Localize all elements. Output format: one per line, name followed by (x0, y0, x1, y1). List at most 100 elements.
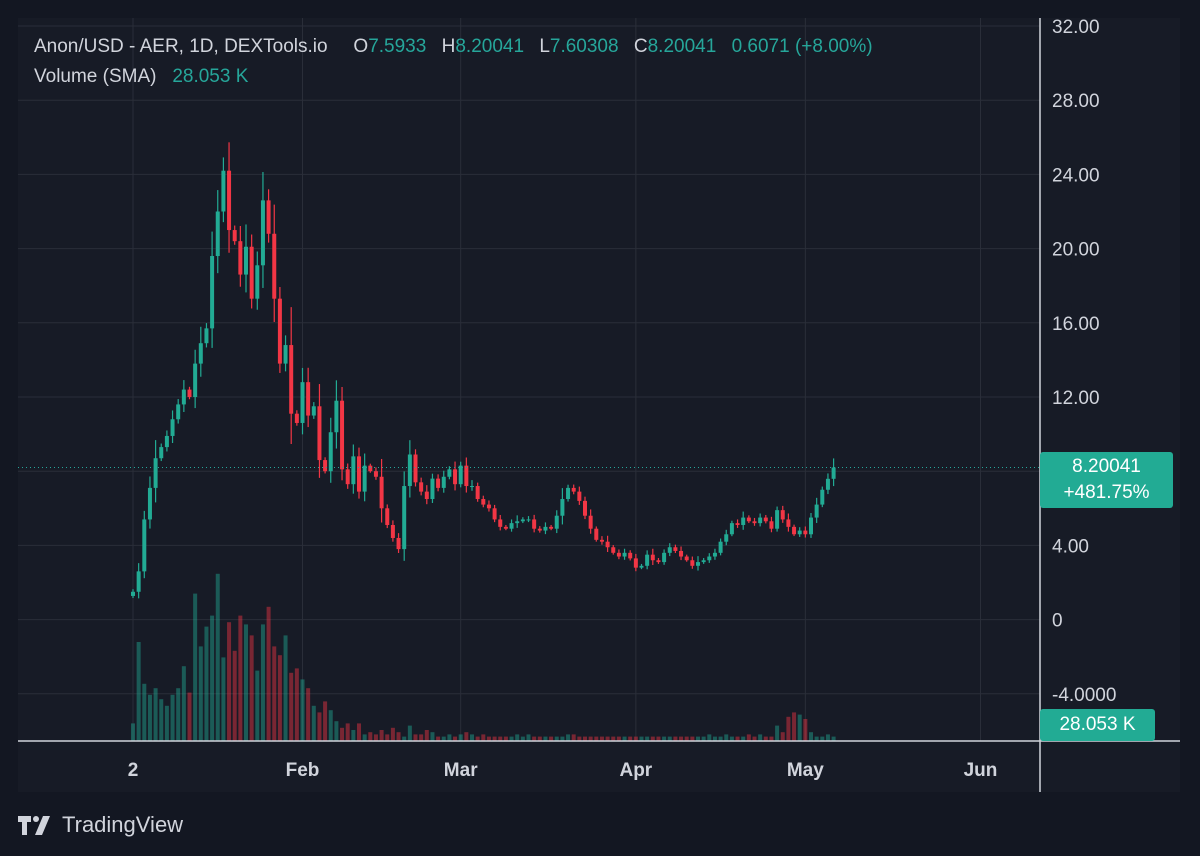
candle-body (583, 500, 587, 516)
candle-body (340, 400, 345, 470)
volume-bar (238, 615, 243, 741)
candle-body (181, 389, 186, 405)
candle-body (198, 343, 203, 364)
candle-body (724, 534, 729, 542)
candle (515, 515, 520, 528)
candle (345, 463, 350, 489)
candle (503, 524, 508, 531)
volume-bar (701, 736, 706, 741)
candle-body (164, 435, 169, 448)
volume-bar (357, 723, 361, 741)
candle (616, 549, 621, 560)
candle (492, 504, 497, 523)
candle-body (599, 539, 604, 542)
candle-body (780, 510, 785, 520)
price-chart[interactable]: 32.0028.0024.0020.0016.0012.008.004.000-… (0, 0, 1200, 800)
volume-bar (340, 727, 345, 741)
high-key: H (441, 36, 456, 57)
candle-body (650, 554, 655, 561)
candle-body (758, 517, 763, 524)
candle (684, 554, 689, 562)
candle (509, 519, 514, 532)
volume-bar (560, 736, 565, 741)
candle-body (390, 524, 395, 538)
candle (436, 474, 441, 492)
volume-bar (373, 734, 378, 741)
candle (351, 444, 356, 494)
volume-bar (599, 736, 604, 741)
candle (306, 367, 311, 428)
volume-bar (159, 699, 164, 741)
volume-bar (684, 736, 689, 741)
candle (775, 506, 780, 532)
volume-bar (413, 734, 418, 741)
volume-bar (430, 732, 435, 741)
candle (831, 458, 836, 487)
last-price-change: +481.75% (1063, 482, 1150, 503)
candle-body (210, 256, 215, 329)
y-tick-label: 16.00 (1052, 314, 1100, 335)
candle-body (707, 556, 712, 561)
volume-bar (639, 736, 644, 741)
candle (311, 402, 316, 419)
candle-body (673, 547, 678, 551)
candle (520, 517, 525, 524)
candle (814, 497, 819, 523)
candle-body (763, 517, 768, 522)
candle (786, 513, 791, 532)
candle (769, 516, 774, 533)
candle-body (656, 560, 661, 563)
candle-body (549, 526, 554, 529)
candle-body (373, 471, 378, 477)
volume-bar (628, 736, 633, 741)
candle (294, 410, 299, 426)
volume-legend-label: Volume (SMA) (34, 66, 157, 87)
candle-body (379, 476, 384, 509)
candle-body (232, 230, 237, 242)
footer-brand[interactable]: TradingView (18, 808, 183, 842)
candle (498, 514, 503, 531)
candle-body (311, 406, 316, 416)
y-tick-label: 28.00 (1052, 91, 1100, 112)
candle (266, 189, 271, 243)
candle (594, 526, 599, 542)
candle (667, 543, 672, 557)
candle (277, 287, 282, 373)
candle-body (611, 547, 616, 553)
y-tick-label: 32.00 (1052, 17, 1100, 38)
y-tick-label: 24.00 (1052, 165, 1100, 186)
volume-bar (232, 650, 237, 741)
volume-bar (775, 725, 780, 741)
candle (729, 520, 734, 537)
candle (532, 514, 537, 533)
candle (441, 470, 446, 493)
candle (198, 326, 203, 377)
candle (696, 556, 700, 571)
volume-bar (611, 736, 616, 741)
volume-bar (532, 736, 537, 741)
candle (588, 509, 593, 534)
volume-bar (667, 736, 672, 741)
last-price-value: 8.20041 (1072, 456, 1141, 477)
candle (419, 477, 424, 496)
candle-body (560, 499, 565, 516)
candle-body (317, 406, 322, 461)
volume-bar (317, 712, 322, 741)
candle (650, 548, 655, 565)
volume-bar (334, 721, 339, 741)
volume-bar (385, 734, 390, 741)
volume-bar (735, 736, 740, 741)
candle (227, 142, 232, 253)
candle-body (503, 526, 508, 529)
candle-body (475, 486, 480, 500)
candle (340, 387, 345, 481)
candle (396, 533, 401, 553)
volume-bar (729, 736, 734, 741)
volume-bar (707, 734, 712, 741)
candle (147, 476, 152, 529)
volume-bar (718, 736, 723, 741)
candle (407, 440, 412, 498)
candle-body (825, 478, 830, 490)
candle (543, 522, 548, 535)
change-value: 0.6071 (+8.00%) (731, 36, 873, 57)
